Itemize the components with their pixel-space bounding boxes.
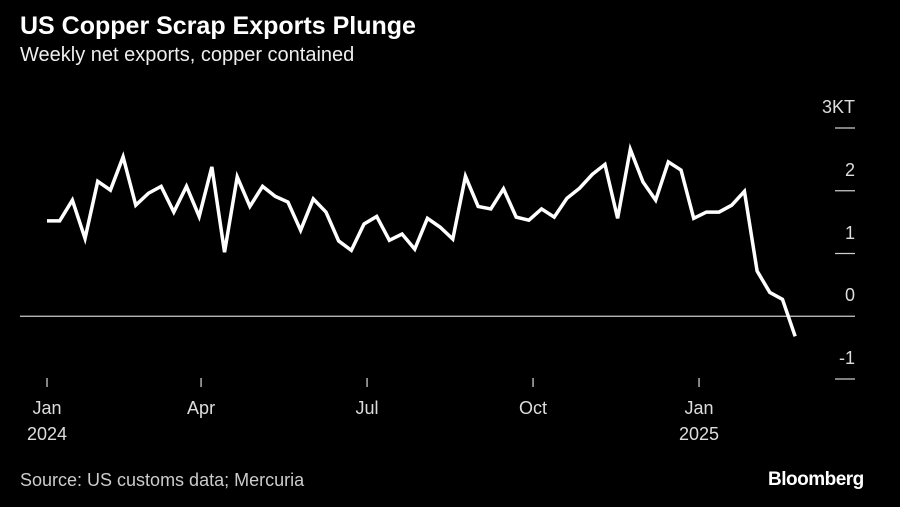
x-tick-label: Jan 2025 xyxy=(679,398,720,444)
x-tick-label: Jan 2024 xyxy=(26,398,68,444)
source: Source: US customs data; Mercuria xyxy=(20,470,305,490)
x-tick-label: Oct xyxy=(519,398,548,418)
chart-subtitle: Weekly net exports, copper contained xyxy=(20,44,355,66)
y-tick-label: -1 xyxy=(838,348,855,368)
brand: Bloomberg xyxy=(768,469,864,490)
y-tick-label: 1 xyxy=(844,222,855,243)
x-tick-label: Jul xyxy=(355,398,379,418)
x-tick-label: Apr xyxy=(187,398,216,418)
chart-title: US Copper Scrap Exports Plunge xyxy=(20,12,416,40)
y-tick-label: 0 xyxy=(844,285,855,306)
data-line xyxy=(47,142,797,337)
y-tick-label: 2 xyxy=(844,159,855,180)
y-tick-label: 3KT xyxy=(821,97,855,117)
